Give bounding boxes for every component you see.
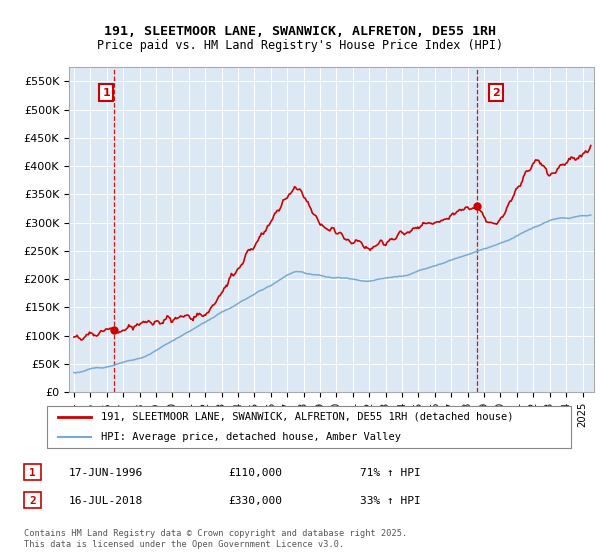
Text: 33% ↑ HPI: 33% ↑ HPI [360,496,421,506]
Text: 191, SLEETMOOR LANE, SWANWICK, ALFRETON, DE55 1RH (detached house): 191, SLEETMOOR LANE, SWANWICK, ALFRETON,… [101,412,514,422]
Text: Contains HM Land Registry data © Crown copyright and database right 2025.
This d: Contains HM Land Registry data © Crown c… [24,529,407,549]
Text: 17-JUN-1996: 17-JUN-1996 [69,468,143,478]
Text: £110,000: £110,000 [228,468,282,478]
Text: 16-JUL-2018: 16-JUL-2018 [69,496,143,506]
Text: £330,000: £330,000 [228,496,282,506]
Text: HPI: Average price, detached house, Amber Valley: HPI: Average price, detached house, Ambe… [101,432,401,442]
Text: 191, SLEETMOOR LANE, SWANWICK, ALFRETON, DE55 1RH: 191, SLEETMOOR LANE, SWANWICK, ALFRETON,… [104,25,496,38]
Text: 71% ↑ HPI: 71% ↑ HPI [360,468,421,478]
Text: 1: 1 [102,87,110,97]
FancyBboxPatch shape [47,405,571,449]
Text: 2: 2 [29,496,36,506]
Text: 2: 2 [493,87,500,97]
Text: Price paid vs. HM Land Registry's House Price Index (HPI): Price paid vs. HM Land Registry's House … [97,39,503,52]
Text: 1: 1 [29,468,36,478]
